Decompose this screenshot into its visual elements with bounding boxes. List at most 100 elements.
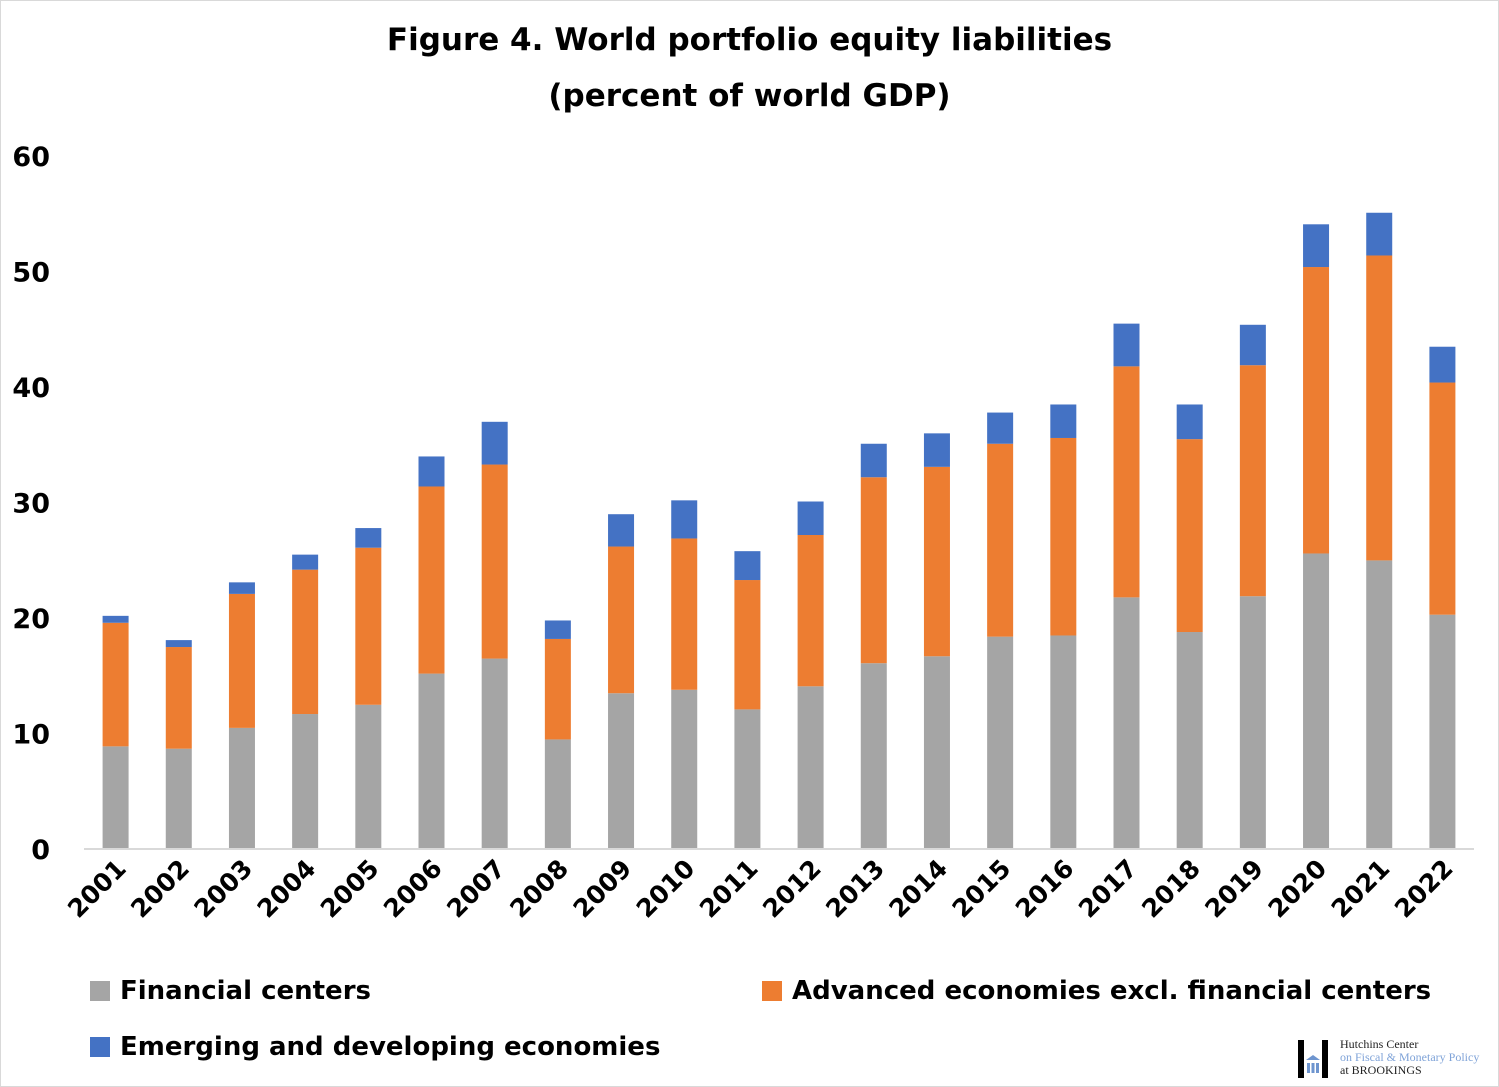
y-tick-label: 0 xyxy=(31,835,50,866)
bar-segment-financial-centers-2001 xyxy=(102,746,129,848)
x-tick-label: 2002 xyxy=(125,854,195,924)
x-tick-label: 2019 xyxy=(1199,854,1269,924)
bar-segment-advanced-economies-2018 xyxy=(1176,439,1203,633)
x-tick-label: 2013 xyxy=(820,854,890,924)
brookings-h-icon xyxy=(1298,1040,1328,1078)
x-tick-label: 2021 xyxy=(1326,854,1396,924)
chart-title: Figure 4. World portfolio equity liabili… xyxy=(386,22,1113,58)
x-tick-label: 2006 xyxy=(378,854,448,924)
bar-segment-emerging-economies-2002 xyxy=(165,640,192,648)
x-tick-label: 2014 xyxy=(883,854,953,924)
bar-segment-advanced-economies-2015 xyxy=(987,443,1014,637)
x-axis-ticks: 2001200220032004200520062007200820092010… xyxy=(62,854,1459,924)
bar-segment-financial-centers-2018 xyxy=(1176,632,1203,848)
bar-segment-emerging-economies-2007 xyxy=(481,421,508,465)
x-tick-label: 2018 xyxy=(1136,854,1206,924)
bar-segment-emerging-economies-2020 xyxy=(1303,224,1330,268)
bar-segment-financial-centers-2021 xyxy=(1366,560,1393,848)
bar-segment-advanced-economies-2017 xyxy=(1113,366,1140,598)
bar-segment-financial-centers-2016 xyxy=(1050,635,1077,848)
bar-segment-financial-centers-2014 xyxy=(923,656,950,848)
bar-segment-advanced-economies-2010 xyxy=(671,538,698,690)
bar-segment-financial-centers-2017 xyxy=(1113,597,1140,848)
x-tick-label: 2017 xyxy=(1073,854,1143,924)
y-tick-label: 30 xyxy=(12,489,50,520)
legend-label: Advanced economies excl. financial cente… xyxy=(792,976,1432,1006)
x-tick-label: 2009 xyxy=(568,854,638,924)
bar-segment-emerging-economies-2012 xyxy=(797,501,824,535)
bar-segment-emerging-economies-2010 xyxy=(671,500,698,539)
bar-segment-financial-centers-2012 xyxy=(797,686,824,848)
bar-segment-emerging-economies-2017 xyxy=(1113,323,1140,367)
x-tick-label: 2004 xyxy=(252,854,322,924)
bar-segment-advanced-economies-2006 xyxy=(418,486,445,674)
x-tick-label: 2010 xyxy=(631,854,701,924)
bar-segment-emerging-economies-2019 xyxy=(1239,324,1266,366)
bar-segment-emerging-economies-2016 xyxy=(1050,404,1077,438)
bar-segment-emerging-economies-2005 xyxy=(355,528,382,548)
bar-segment-emerging-economies-2006 xyxy=(418,456,445,487)
bar-segment-emerging-economies-2008 xyxy=(544,620,571,639)
bar-segment-emerging-economies-2022 xyxy=(1429,346,1456,383)
legend-item-financial-centers: Financial centers xyxy=(90,976,371,1006)
bar-segment-advanced-economies-2009 xyxy=(608,546,635,694)
bars xyxy=(102,212,1456,848)
legend-item-advanced-economies: Advanced economies excl. financial cente… xyxy=(762,976,1431,1006)
logo-line-1: Hutchins Center xyxy=(1340,1037,1419,1051)
bar-segment-advanced-economies-2013 xyxy=(860,477,887,664)
bar-segment-financial-centers-2005 xyxy=(355,704,382,848)
bar-segment-financial-centers-2022 xyxy=(1429,614,1456,848)
y-tick-label: 50 xyxy=(12,258,50,289)
x-tick-label: 2011 xyxy=(694,854,764,924)
bar-segment-financial-centers-2013 xyxy=(860,663,887,848)
bar-segment-financial-centers-2003 xyxy=(228,727,255,848)
bar-segment-financial-centers-2009 xyxy=(608,693,635,848)
bar-segment-advanced-economies-2022 xyxy=(1429,382,1456,615)
x-tick-label: 2005 xyxy=(315,854,385,924)
x-tick-label: 2012 xyxy=(757,854,827,924)
bar-segment-advanced-economies-2011 xyxy=(734,580,761,710)
logo-line-3: at BROOKINGS xyxy=(1340,1063,1422,1077)
bar-segment-emerging-economies-2021 xyxy=(1366,212,1393,256)
bar-segment-emerging-economies-2013 xyxy=(860,443,887,478)
bar-segment-emerging-economies-2011 xyxy=(734,551,761,581)
bar-segment-advanced-economies-2004 xyxy=(292,569,319,715)
bar-segment-emerging-economies-2015 xyxy=(987,412,1014,444)
bar-segment-advanced-economies-2014 xyxy=(923,466,950,657)
legend-swatch-blue xyxy=(90,1037,110,1057)
bar-segment-financial-centers-2004 xyxy=(292,714,319,848)
y-tick-label: 10 xyxy=(12,720,50,751)
bar-segment-emerging-economies-2003 xyxy=(228,582,255,594)
legend-item-emerging-economies: Emerging and developing economies xyxy=(90,1032,660,1062)
bar-segment-advanced-economies-2003 xyxy=(228,593,255,728)
bar-segment-financial-centers-2008 xyxy=(544,739,571,848)
bar-segment-emerging-economies-2018 xyxy=(1176,404,1203,440)
bar-segment-advanced-economies-2001 xyxy=(102,622,129,747)
y-tick-label: 60 xyxy=(12,142,50,173)
bar-segment-emerging-economies-2009 xyxy=(608,514,635,547)
bar-segment-advanced-economies-2019 xyxy=(1239,365,1266,597)
logo-line-2: on Fiscal & Monetary Policy xyxy=(1340,1050,1480,1064)
bar-segment-financial-centers-2002 xyxy=(165,748,192,848)
legend-label: Emerging and developing economies xyxy=(120,1032,661,1062)
bar-segment-emerging-economies-2001 xyxy=(102,615,129,623)
legend-swatch-orange xyxy=(762,981,782,1001)
chart-subtitle: (percent of world GDP) xyxy=(548,78,951,114)
x-tick-label: 2022 xyxy=(1389,854,1459,924)
legend-swatch-gray xyxy=(90,981,110,1001)
bar-segment-financial-centers-2019 xyxy=(1239,596,1266,848)
x-tick-label: 2020 xyxy=(1263,854,1333,924)
x-tick-label: 2016 xyxy=(1010,854,1080,924)
bar-segment-financial-centers-2007 xyxy=(481,658,508,848)
bar-segment-financial-centers-2011 xyxy=(734,709,761,848)
bar-segment-advanced-economies-2016 xyxy=(1050,437,1077,636)
legend-label: Financial centers xyxy=(120,976,371,1006)
x-tick-label: 2015 xyxy=(947,854,1017,924)
bar-segment-financial-centers-2010 xyxy=(671,689,698,848)
hutchins-center-logo: Hutchins Center on Fiscal & Monetary Pol… xyxy=(1290,1036,1490,1080)
bar-segment-advanced-economies-2020 xyxy=(1303,267,1330,554)
x-tick-label: 2003 xyxy=(188,854,258,924)
bar-segment-financial-centers-2015 xyxy=(987,636,1014,848)
bar-segment-financial-centers-2020 xyxy=(1303,553,1330,848)
